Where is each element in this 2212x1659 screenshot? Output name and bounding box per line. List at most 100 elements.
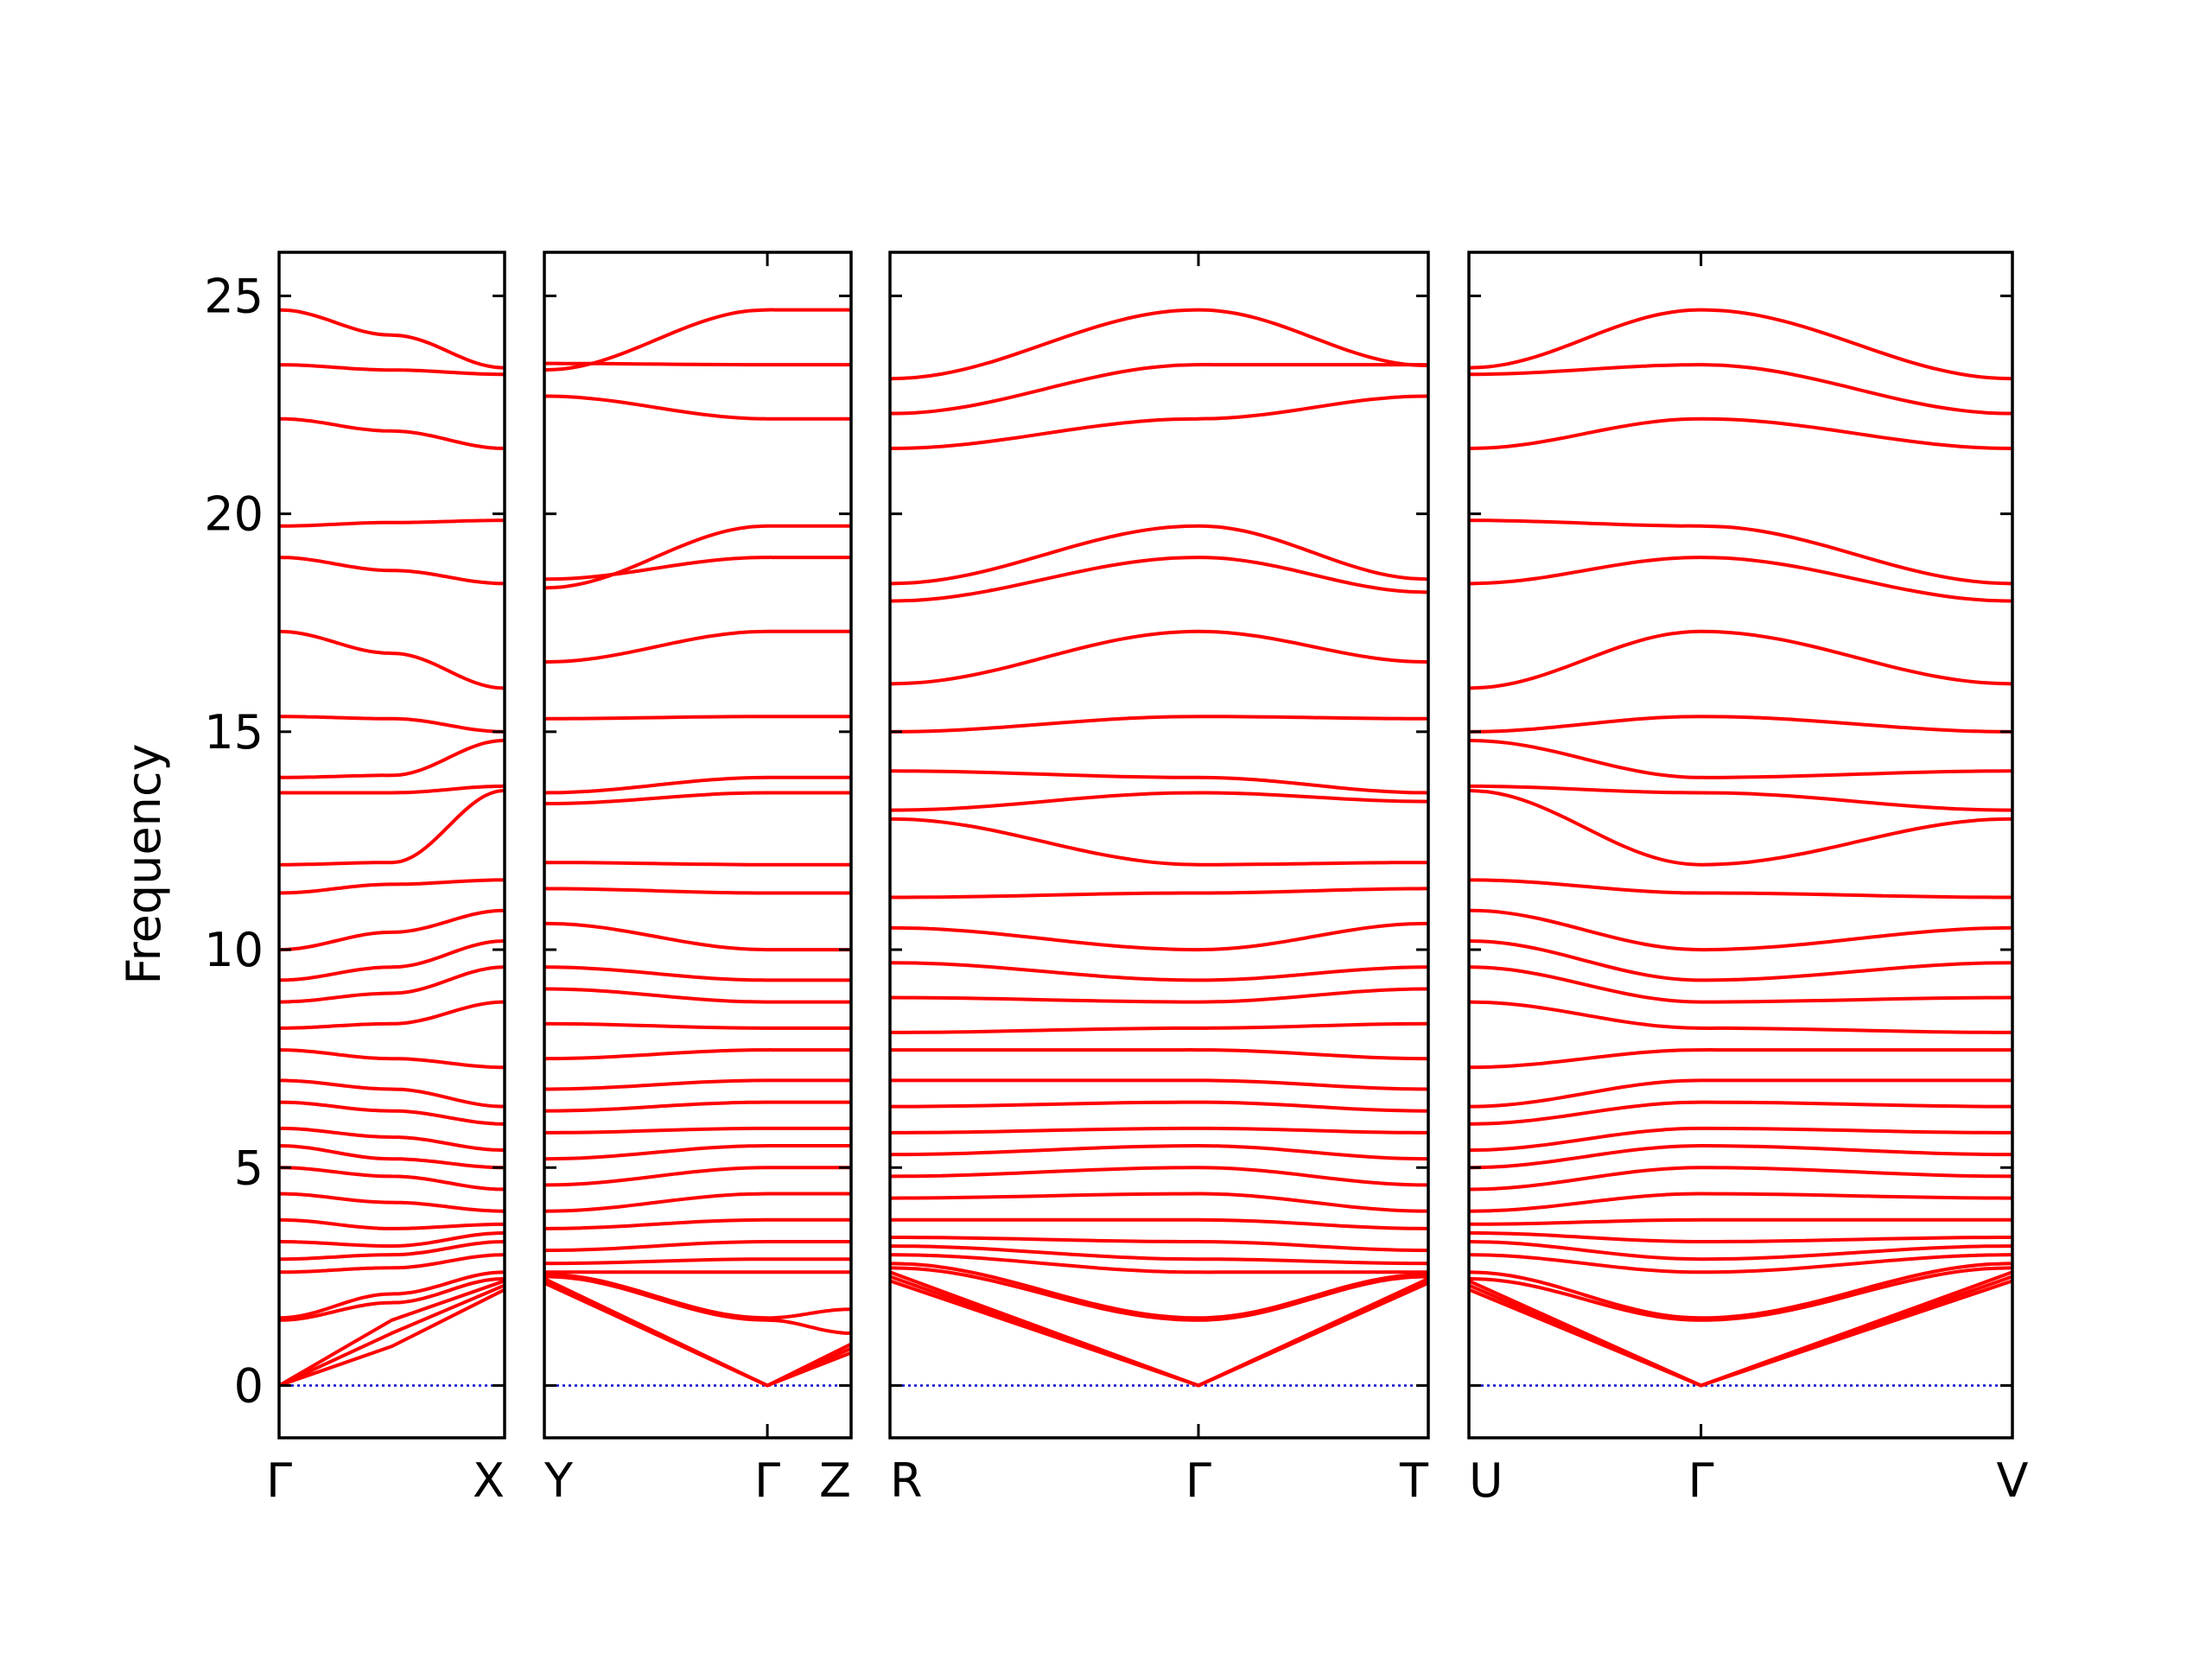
band-line xyxy=(890,1192,1428,1213)
band-line xyxy=(279,1270,505,1320)
band-line xyxy=(890,556,1428,603)
band-line xyxy=(890,1048,1428,1061)
band-line xyxy=(1469,1100,2012,1126)
band-line xyxy=(279,1048,505,1070)
y-tick-label: 10 xyxy=(204,923,264,977)
band-line xyxy=(1469,1000,2012,1034)
band-line xyxy=(890,629,1428,686)
band-line xyxy=(1469,363,2012,416)
x-tick-label: Γ xyxy=(1185,1453,1211,1508)
band-line xyxy=(544,1192,851,1213)
band-line xyxy=(279,1126,505,1153)
band-line xyxy=(890,791,1428,812)
band-line xyxy=(279,1279,505,1388)
band-line xyxy=(1469,1166,2012,1192)
band-line xyxy=(279,518,505,528)
band-line xyxy=(1469,1279,2012,1388)
band-line xyxy=(890,1217,1428,1230)
band-line xyxy=(544,1274,851,1335)
x-tick-label: X xyxy=(473,1453,505,1508)
band-line xyxy=(890,1262,1428,1320)
band-line xyxy=(544,1126,851,1135)
band-line xyxy=(890,1244,1428,1266)
band-line xyxy=(890,817,1428,867)
band-line xyxy=(890,308,1428,381)
bands-group xyxy=(279,308,505,1388)
x-tick-label: Γ xyxy=(754,1453,780,1508)
band-line xyxy=(1469,908,2012,952)
band-line xyxy=(1469,715,2012,734)
band-line xyxy=(890,715,1428,734)
band-line xyxy=(1469,629,2012,690)
band-line xyxy=(279,965,505,1004)
band-line xyxy=(279,1283,505,1388)
band-line xyxy=(279,1192,505,1213)
band-line xyxy=(890,524,1428,586)
band-line xyxy=(1469,1217,2012,1226)
band-line xyxy=(279,1230,505,1249)
band-line xyxy=(279,1276,505,1322)
band-line xyxy=(890,1078,1428,1091)
band-line xyxy=(279,1000,505,1030)
band-line xyxy=(544,394,851,421)
band-line xyxy=(279,629,505,690)
band-line xyxy=(1469,965,2012,1004)
panel-frame xyxy=(1467,251,2014,1440)
band-line xyxy=(1469,1144,2012,1170)
band-line xyxy=(1469,1230,2012,1243)
band-line xyxy=(544,1166,851,1187)
band-line xyxy=(544,1078,851,1091)
bands-group xyxy=(544,308,851,1388)
band-line xyxy=(279,908,505,952)
x-tick-label: U xyxy=(1469,1453,1503,1508)
band-line xyxy=(544,1217,851,1230)
y-tick-label: 5 xyxy=(234,1141,264,1195)
band-line xyxy=(1469,1266,2012,1322)
band-line xyxy=(279,715,505,734)
band-line xyxy=(279,738,505,779)
y-tick-label: 15 xyxy=(204,705,264,760)
band-line xyxy=(1469,1192,2012,1213)
band-line xyxy=(1469,518,2012,586)
band-line xyxy=(544,556,851,582)
bands-group xyxy=(890,308,1428,1388)
band-line xyxy=(544,629,851,664)
band-line xyxy=(1469,788,2012,867)
band-line xyxy=(1469,878,2012,899)
band-line xyxy=(544,308,851,372)
panel-frame xyxy=(277,251,506,1440)
band-line xyxy=(890,1166,1428,1187)
band-line xyxy=(890,1279,1428,1388)
band-line xyxy=(544,775,851,795)
band-line xyxy=(279,939,505,982)
panel-frame xyxy=(543,251,853,1440)
x-tick-label: R xyxy=(890,1453,923,1508)
band-line xyxy=(279,1166,505,1192)
band-line xyxy=(890,921,1428,952)
x-tick-label: Γ xyxy=(1688,1453,1714,1508)
band-line xyxy=(890,769,1428,795)
band-line xyxy=(890,1236,1428,1253)
x-tick-label: Y xyxy=(543,1453,574,1508)
band-line xyxy=(1469,556,2012,603)
band-line xyxy=(544,1257,851,1266)
band-line xyxy=(544,965,851,982)
band-line xyxy=(279,1217,505,1230)
band-line xyxy=(279,1144,505,1170)
band-line xyxy=(544,1100,851,1113)
band-line xyxy=(890,394,1428,450)
band-line xyxy=(1469,1048,2012,1070)
band-line xyxy=(890,887,1428,899)
band-line xyxy=(890,961,1428,982)
band-line xyxy=(1469,784,2012,812)
x-tick-label: V xyxy=(1997,1453,2029,1508)
band-line xyxy=(544,1021,851,1030)
band-line xyxy=(890,1266,1428,1322)
band-line xyxy=(1469,738,2012,779)
band-line xyxy=(544,887,851,895)
bands-group xyxy=(1469,308,2012,1388)
